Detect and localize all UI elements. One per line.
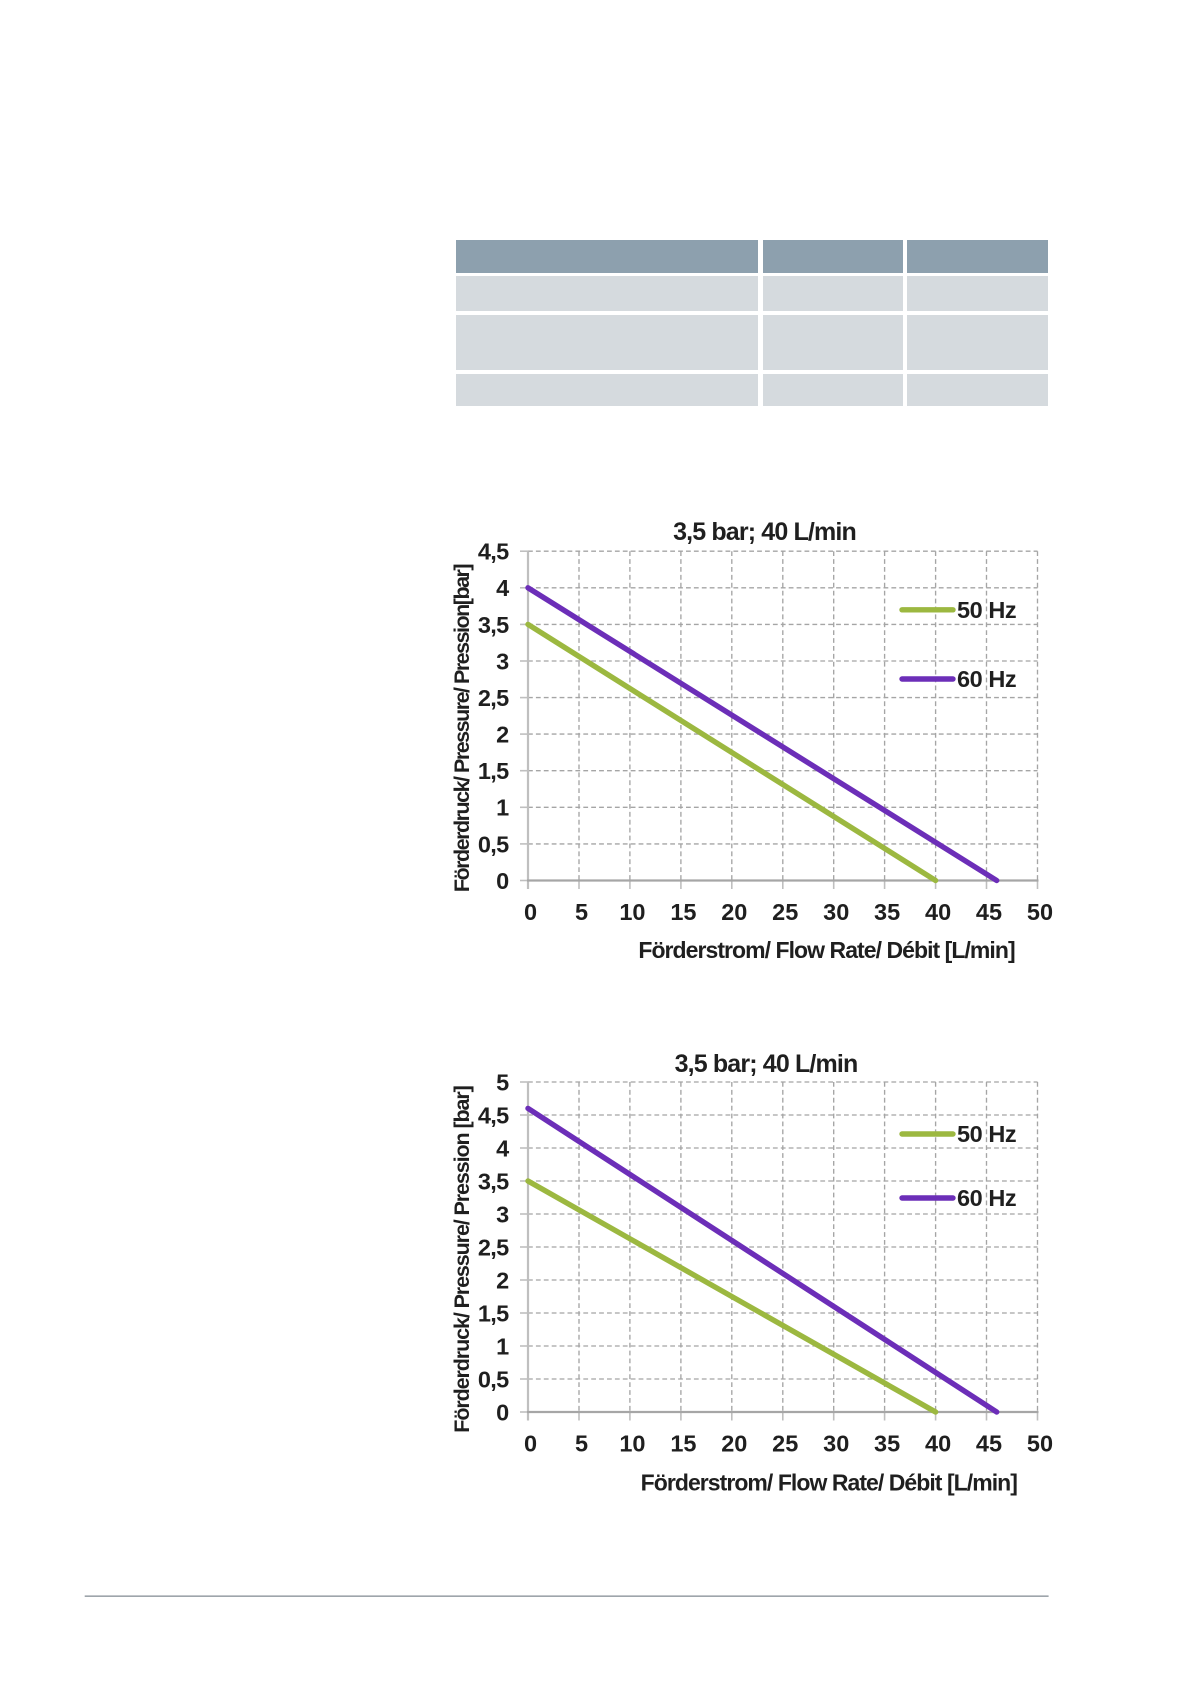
svg-text:35: 35: [874, 899, 900, 925]
svg-text:Förderdruck/ Pressure/ Pressio: Förderdruck/ Pressure/ Pression [bar]: [450, 1086, 474, 1432]
svg-text:Förderstrom/ Flow Rate/ Débit: Förderstrom/ Flow Rate/ Débit [L/min]: [638, 937, 1015, 963]
svg-text:0,5: 0,5: [478, 831, 509, 857]
svg-text:Förderstrom/ Flow Rate/ Débit: Förderstrom/ Flow Rate/ Débit [L/min]: [641, 1470, 1018, 1496]
svg-text:50 Hz: 50 Hz: [957, 597, 1016, 623]
svg-text:20: 20: [721, 899, 747, 925]
svg-text:0: 0: [524, 1431, 537, 1457]
svg-text:40: 40: [925, 1431, 951, 1457]
svg-text:4,5: 4,5: [478, 539, 509, 565]
svg-text:45: 45: [976, 899, 1002, 925]
svg-text:2,5: 2,5: [478, 1234, 509, 1260]
svg-text:35: 35: [874, 1431, 900, 1457]
svg-text:4: 4: [496, 575, 509, 601]
svg-text:20: 20: [721, 1431, 747, 1457]
svg-text:3: 3: [496, 648, 509, 674]
svg-text:45: 45: [976, 1431, 1002, 1457]
svg-text:3,5: 3,5: [478, 612, 509, 638]
svg-text:5: 5: [575, 899, 588, 925]
svg-text:50 Hz: 50 Hz: [957, 1121, 1016, 1147]
svg-text:30: 30: [823, 1431, 849, 1457]
svg-text:2: 2: [496, 1267, 509, 1293]
svg-text:2: 2: [496, 722, 509, 748]
svg-text:25: 25: [772, 899, 798, 925]
svg-text:15: 15: [670, 1431, 696, 1457]
svg-text:1,5: 1,5: [478, 1300, 509, 1326]
svg-text:4: 4: [496, 1135, 509, 1161]
svg-text:10: 10: [619, 899, 645, 925]
svg-text:3,5: 3,5: [478, 1168, 509, 1194]
svg-text:1,5: 1,5: [478, 758, 509, 784]
svg-text:10: 10: [619, 1431, 645, 1457]
svg-text:60 Hz: 60 Hz: [957, 666, 1016, 692]
svg-text:3,5 bar; 40 L/min: 3,5 bar; 40 L/min: [675, 1050, 858, 1078]
svg-text:0,5: 0,5: [478, 1366, 509, 1392]
svg-text:1: 1: [496, 1333, 509, 1359]
svg-text:0: 0: [524, 899, 537, 925]
svg-text:3,5 bar; 40 L/min: 3,5 bar; 40 L/min: [673, 518, 856, 546]
svg-text:2,5: 2,5: [478, 685, 509, 711]
svg-text:50: 50: [1027, 899, 1053, 925]
svg-text:Förderdruck/ Pressure/ Pressio: Förderdruck/ Pressure/ Pression[bar]: [450, 565, 474, 893]
svg-text:30: 30: [823, 899, 849, 925]
svg-text:5: 5: [575, 1431, 588, 1457]
svg-text:0: 0: [496, 868, 509, 894]
svg-text:50: 50: [1027, 1431, 1053, 1457]
svg-text:60 Hz: 60 Hz: [957, 1185, 1016, 1211]
svg-text:15: 15: [670, 899, 696, 925]
svg-text:1: 1: [496, 795, 509, 821]
svg-text:3: 3: [496, 1201, 509, 1227]
svg-text:5: 5: [496, 1069, 509, 1095]
svg-text:4,5: 4,5: [478, 1102, 509, 1128]
svg-text:0: 0: [496, 1399, 509, 1425]
svg-text:25: 25: [772, 1431, 798, 1457]
svg-text:40: 40: [925, 899, 951, 925]
